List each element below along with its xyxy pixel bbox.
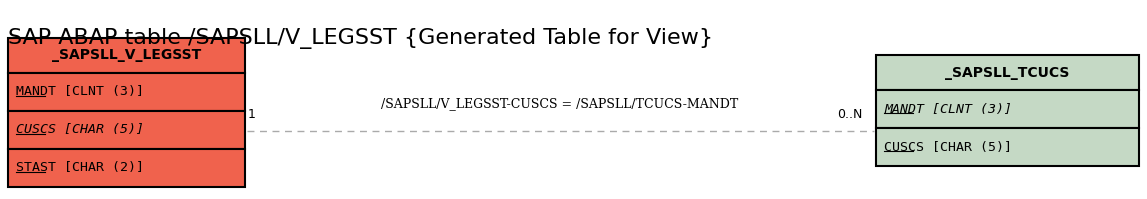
Text: _SAPSLL_TCUCS: _SAPSLL_TCUCS [945,65,1070,79]
Text: CUSCS [CHAR (5)]: CUSCS [CHAR (5)] [16,124,145,137]
Text: 0..N: 0..N [836,108,863,121]
Text: _SAPSLL_V_LEGSST: _SAPSLL_V_LEGSST [52,49,201,62]
Bar [8,38,245,73]
Text: MANDT [CLNT (3)]: MANDT [CLNT (3)] [884,102,1012,115]
Bar [8,149,245,187]
Text: STAST [CHAR (2)]: STAST [CHAR (2)] [16,162,145,175]
Bar [8,73,245,111]
Text: MANDT [CLNT (3)]: MANDT [CLNT (3)] [16,86,145,99]
Text: 1: 1 [248,108,256,121]
Text: SAP ABAP table /SAPSLL/V_LEGSST {Generated Table for View}: SAP ABAP table /SAPSLL/V_LEGSST {Generat… [8,28,713,49]
Bar [876,128,1139,166]
Bar [8,111,245,149]
Bar [876,90,1139,128]
Bar [876,55,1139,90]
Text: /SAPSLL/V_LEGSST-CUSCS = /SAPSLL/TCUCS-MANDT: /SAPSLL/V_LEGSST-CUSCS = /SAPSLL/TCUCS-M… [381,97,739,110]
Text: CUSCS [CHAR (5)]: CUSCS [CHAR (5)] [884,140,1012,153]
